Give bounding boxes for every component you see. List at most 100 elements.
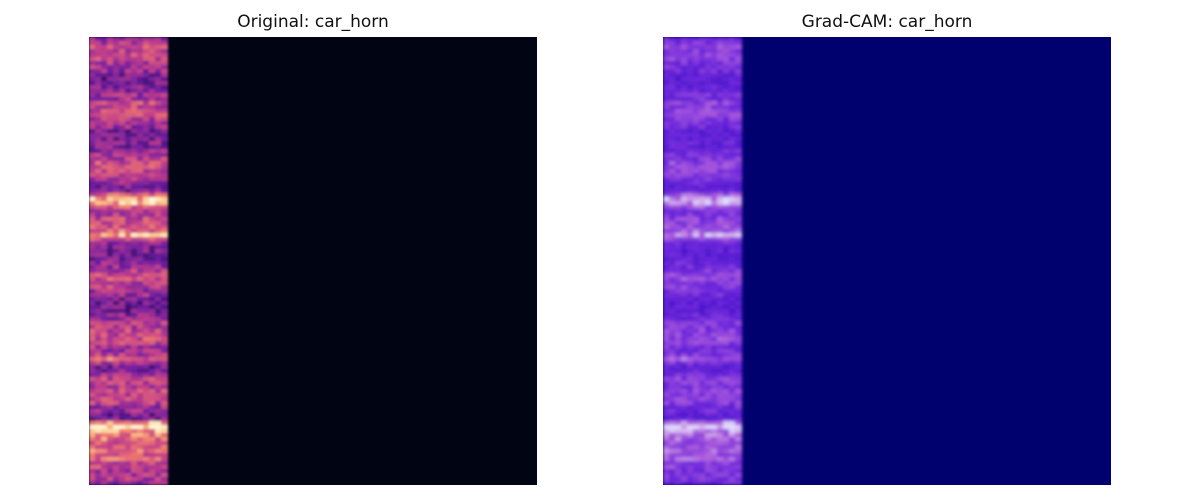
spectrogram-cell [89,465,96,469]
spectrogram-cell [705,369,712,373]
spectrogram-cell [119,117,126,121]
spectrogram-cell [663,221,670,225]
spectrogram-cell [735,441,742,445]
spectrogram-cell [125,65,132,69]
spectrogram-cell [125,201,132,205]
spectrogram-cell [161,457,168,461]
spectrogram-cell [125,125,132,129]
panel-title-original: Original: car_horn [237,12,389,32]
spectrogram-cell [711,149,718,153]
spectrogram-cell [101,133,108,137]
spectrogram-cell [101,349,108,353]
spectrogram-cell [131,301,138,305]
spectrogram-cell [705,345,712,349]
spectrogram-cell [89,57,96,61]
spectrogram-cell [669,157,676,161]
spectrogram-cell [729,477,736,481]
spectrogram-cell [705,329,712,333]
spectrogram-cell [669,45,676,49]
spectrogram-cell [735,225,742,229]
spectrogram-cell [687,145,694,149]
spectrogram-cell [681,129,688,133]
spectrogram-cell [119,449,126,453]
spectrogram-cell [687,281,694,285]
spectrogram-cell [723,285,730,289]
spectrogram-cell [95,217,102,221]
spectrogram-cell [143,149,150,153]
spectrogram-cell [717,385,724,389]
spectrogram-cell [711,385,718,389]
spectrogram-cell [663,397,670,401]
spectrogram-cell [161,481,168,485]
spectrogram-cell [95,149,102,153]
spectrogram-cell [717,37,724,41]
spectrogram-cell [131,57,138,61]
spectrogram-cell [131,97,138,101]
spectrogram-cell [717,445,724,449]
spectrogram-cell [161,237,168,241]
spectrogram-cell [675,481,682,485]
spectrogram-cell [717,341,724,345]
spectrogram-cell [113,377,120,381]
spectrogram-cell [155,41,162,45]
spectrogram-cell [681,385,688,389]
spectrogram-cell [669,69,676,73]
spectrogram-cell [711,465,718,469]
spectrogram-cell [693,213,700,217]
spectrogram-cell [113,69,120,73]
spectrogram-cell [693,465,700,469]
spectrogram-cell [687,185,694,189]
spectrogram-cell [681,277,688,281]
spectrogram-cell [137,389,144,393]
spectrogram-cell [711,273,718,277]
spectrogram-cell [89,469,96,473]
spectrogram-cell [155,285,162,289]
spectrogram-cell [143,305,150,309]
spectrogram-cell [669,133,676,137]
spectrogram-cell [125,469,132,473]
spectrogram-cell [663,257,670,261]
spectrogram-cell [107,253,114,257]
spectrogram-cell [711,169,718,173]
spectrogram-cell [113,53,120,57]
spectrogram-cell [143,161,150,165]
spectrogram-cell [119,405,126,409]
spectrogram-cell [687,125,694,129]
spectrogram-cell [687,213,694,217]
spectrogram-cell [705,309,712,313]
spectrogram-cell [131,393,138,397]
spectrogram-cell [89,269,96,273]
spectrogram-cell [137,273,144,277]
spectrogram-cell [663,381,670,385]
spectrogram-cell [137,481,144,485]
spectrogram-cell [95,197,102,201]
spectrogram-cell [125,145,132,149]
spectrogram-cell [119,181,126,185]
spectrogram-cell [101,341,108,345]
spectrogram-cell [161,297,168,301]
spectrogram-cell [705,477,712,481]
spectrogram-cell [675,105,682,109]
spectrogram-cell [113,285,120,289]
spectrogram-cell [735,269,742,273]
spectrogram-cell [119,313,126,317]
spectrogram-cell [137,281,144,285]
spectrogram-cell [693,357,700,361]
spectrogram-cell [131,445,138,449]
spectrogram-cell [149,233,156,237]
spectrogram-cell [137,441,144,445]
spectrogram-cell [113,89,120,93]
spectrogram-cell [675,421,682,425]
spectrogram-cell [155,85,162,89]
spectrogram-cell [675,313,682,317]
spectrogram-cell [663,109,670,113]
spectrogram-cell [669,233,676,237]
spectrogram-cell [155,457,162,461]
spectrogram-cell [137,89,144,93]
spectrogram-cell [663,329,670,333]
spectrogram-cell [699,209,706,213]
spectrogram-cell [143,297,150,301]
spectrogram-cell [735,137,742,141]
spectrogram-cell [705,357,712,361]
spectrogram-cell [705,377,712,381]
